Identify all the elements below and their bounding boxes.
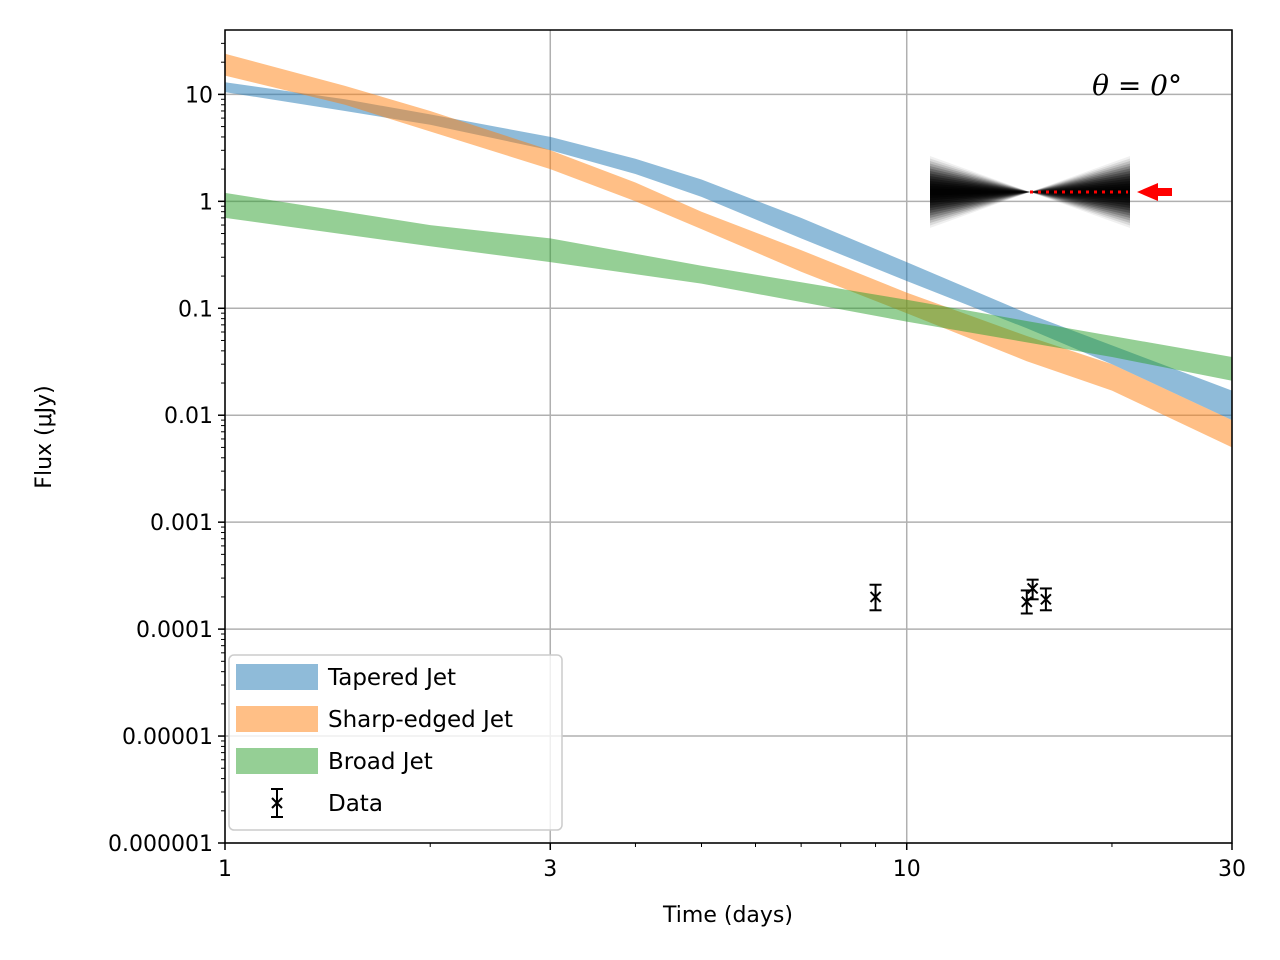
legend-label: Tapered Jet <box>327 665 456 691</box>
legend-data-marker <box>271 788 283 818</box>
jet-cone-left-layer <box>930 188 1030 196</box>
legend-label: Broad Jet <box>328 749 433 775</box>
band-sharp-edged-jet <box>225 53 1232 448</box>
jet-cone-left-layer <box>930 173 1030 211</box>
y-tick-label: 0.1 <box>178 297 213 322</box>
plot-frame <box>224 29 1233 844</box>
y-tick-label: 0.001 <box>150 511 213 536</box>
annotation-theta: θ = 0° <box>1092 69 1182 102</box>
legend-label: Data <box>328 791 383 817</box>
legend-label: Sharp-edged Jet <box>328 707 513 733</box>
band-series <box>225 53 1232 448</box>
legend-box <box>228 654 563 831</box>
jet-cone-left-layer <box>930 178 1030 206</box>
jet-cone-left-layer <box>930 166 1030 218</box>
x-tick-label: 3 <box>543 857 557 882</box>
axis-ticks: 1 3 10 30 0.000001 0.00001 0.0001 0.001 0.01 0.1 1… <box>108 42 1246 882</box>
x-tick-label: 1 <box>218 857 232 882</box>
band-broad-jet <box>225 192 1232 381</box>
jet-cone-left-layer <box>930 158 1030 226</box>
jet-cone-left-layer <box>930 183 1030 201</box>
y-tick-label: 0.01 <box>164 404 213 429</box>
data-point <box>1039 587 1052 612</box>
x-axis-label: Time (days) <box>662 903 793 928</box>
y-tick-label: 0.00001 <box>122 725 213 750</box>
legend-swatch <box>236 748 318 774</box>
y-axis-label: Flux (μJy) <box>32 385 57 488</box>
data-point <box>869 583 882 612</box>
jet-geometry-inset <box>930 156 1172 228</box>
jet-cone-left-layer <box>930 163 1030 221</box>
jet-cone-left-layer <box>930 186 1030 198</box>
x-tick-label: 10 <box>893 857 921 882</box>
jet-cone-left-layer <box>930 161 1030 223</box>
y-tick-label: 0.000001 <box>108 832 213 857</box>
data-point <box>1026 578 1039 601</box>
jet-cone-left-layer <box>930 171 1030 213</box>
observer-arrow-icon <box>1137 183 1172 201</box>
y-tick-label: 10 <box>185 83 213 108</box>
jet-cone-left-layer <box>930 168 1030 216</box>
jet-cone-left-layer <box>930 156 1030 228</box>
x-tick-label: 30 <box>1218 857 1246 882</box>
jet-cone-left-layer <box>930 176 1030 208</box>
y-tick-label: 1 <box>199 190 213 215</box>
legend-swatch <box>236 706 318 732</box>
legend-swatch <box>236 664 318 690</box>
jet-cone-left-layer <box>930 181 1030 203</box>
data-points <box>869 578 1052 615</box>
legend: Tapered Jet Sharp-edged Jet Broad Jet Data <box>228 654 563 831</box>
y-tick-label: 0.0001 <box>136 618 213 643</box>
